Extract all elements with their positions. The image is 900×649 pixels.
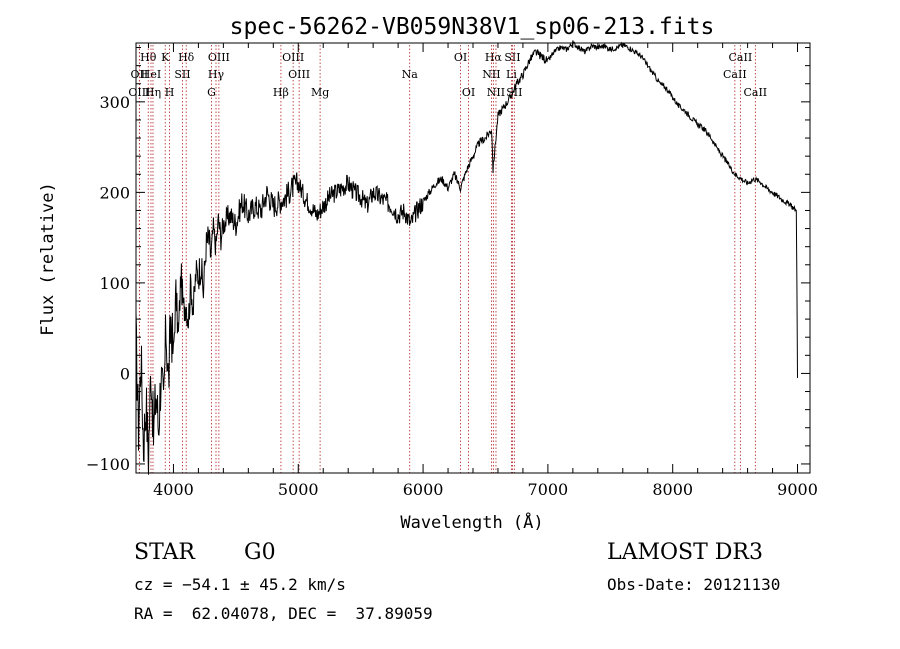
line-label: Hγ: [208, 68, 225, 81]
coordinates: RA = 62.04078, DEC = 37.89059: [134, 604, 433, 623]
y-tick-label: 200: [99, 183, 130, 202]
y-tick-label: 300: [99, 93, 130, 112]
spectrum-line: [135, 40, 798, 475]
line-label: H: [165, 86, 175, 99]
tick-labels: 4000 5000 6000 7000 8000 9000 −100 0 100 200 300: [86, 93, 818, 499]
y-tick-label: 0: [120, 364, 130, 383]
line-label: K: [161, 51, 170, 64]
x-tick-label: 7000: [528, 480, 569, 499]
line-label: Hα: [485, 51, 503, 64]
line-label: HeI: [141, 68, 161, 81]
line-label: Hη: [145, 86, 161, 99]
redshift-velocity: cz = −54.1 ± 45.2 km/s: [134, 575, 346, 594]
line-label: OIII: [128, 86, 150, 99]
chart-title: spec-56262-VB059N38V1_sp06-213.fits: [230, 14, 715, 40]
line-label: OIII: [288, 68, 310, 81]
line-label: Na: [402, 68, 419, 81]
x-tick-label: 9000: [777, 480, 818, 499]
line-label: SII: [504, 51, 520, 64]
line-label: Mg: [311, 86, 329, 99]
survey-name: LAMOST DR3: [607, 540, 763, 565]
line-label: OIII: [208, 51, 230, 64]
line-label: CaII: [743, 86, 767, 99]
line-label: SII: [174, 68, 190, 81]
line-label: Hβ: [273, 86, 289, 99]
observation-date: Obs-Date: 20121130: [607, 575, 781, 594]
spectrum-trace: [135, 40, 798, 475]
line-label: OIII: [282, 51, 304, 64]
x-tick-label: 5000: [278, 480, 319, 499]
line-label: NII: [482, 68, 500, 81]
line-label: Hδ: [178, 51, 195, 64]
line-label: OI: [454, 51, 467, 64]
line-label: CaII: [729, 51, 753, 64]
line-label: CaII: [723, 68, 747, 81]
axes: [135, 42, 811, 474]
line-label: G: [207, 86, 216, 99]
x-tick-label: 8000: [652, 480, 693, 499]
x-tick-label: 6000: [403, 480, 444, 499]
object-subclass: G0: [244, 540, 276, 565]
line-label: Hθ: [140, 51, 157, 64]
y-axis-label: Flux (relative): [38, 182, 58, 336]
line-label: OI: [462, 86, 475, 99]
line-label: NII: [487, 86, 505, 99]
x-tick-label: 4000: [153, 480, 194, 499]
y-tick-label: 100: [99, 274, 130, 293]
line-label: Li: [506, 68, 517, 81]
y-tick-label: −100: [86, 455, 130, 474]
x-axis-label: Wavelength (Å): [400, 511, 543, 533]
plot-frame: [135, 42, 811, 474]
object-class: STAR: [134, 540, 195, 565]
